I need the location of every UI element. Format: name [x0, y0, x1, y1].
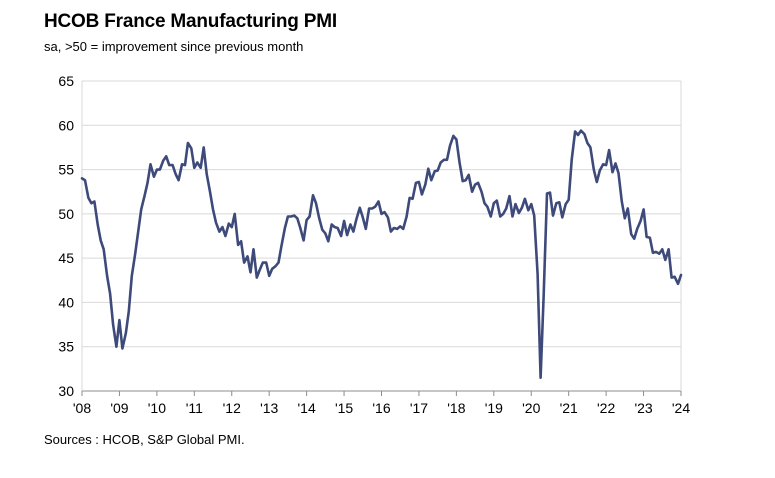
pmi-series-line [80, 129, 683, 379]
y-axis-tick-labels: 30 35 40 45 50 55 60 65 [58, 73, 74, 399]
gridlines [82, 80, 681, 392]
y-tick-label: 45 [58, 250, 74, 266]
x-tick-label: '14 [298, 400, 316, 416]
y-tick-label: 40 [58, 294, 74, 310]
x-tick-label: '17 [410, 400, 428, 416]
x-tick-label: '12 [223, 400, 241, 416]
chart-subtitle: sa, >50 = improvement since previous mon… [44, 39, 304, 54]
x-tick-label: '19 [485, 400, 503, 416]
x-tick-label: '16 [372, 400, 390, 416]
x-tick-label: '11 [186, 400, 203, 416]
y-tick-label: 35 [58, 339, 74, 355]
source-note: Sources : HCOB, S&P Global PMI. [44, 432, 245, 447]
y-tick-label: 30 [58, 383, 74, 399]
x-tick-label: '10 [148, 400, 166, 416]
x-tick-label: '13 [260, 400, 278, 416]
x-axis-tick-labels: '08 '09 '10 '11 '12 '13 '14 '15 '16 '17 '18 '19 '20 '… [73, 400, 690, 416]
y-tick-label: 50 [58, 206, 74, 222]
y-tick-label: 65 [58, 73, 74, 89]
x-tick-label: '22 [597, 400, 615, 416]
x-tick-label: '23 [634, 400, 652, 416]
chart-title: HCOB France Manufacturing PMI [44, 11, 337, 32]
x-tick-label: '08 [73, 400, 91, 416]
series-group [80, 129, 683, 379]
x-tick-label: '24 [672, 400, 690, 416]
y-tick-label: 60 [58, 117, 74, 133]
x-tick-label: '21 [560, 400, 578, 416]
x-tick-label: '09 [110, 400, 128, 416]
y-tick-label: 55 [58, 162, 74, 178]
x-tick-label: '20 [522, 400, 540, 416]
x-tick-label: '18 [447, 400, 465, 416]
x-tick-label: '15 [335, 400, 353, 416]
axes [81, 81, 682, 396]
